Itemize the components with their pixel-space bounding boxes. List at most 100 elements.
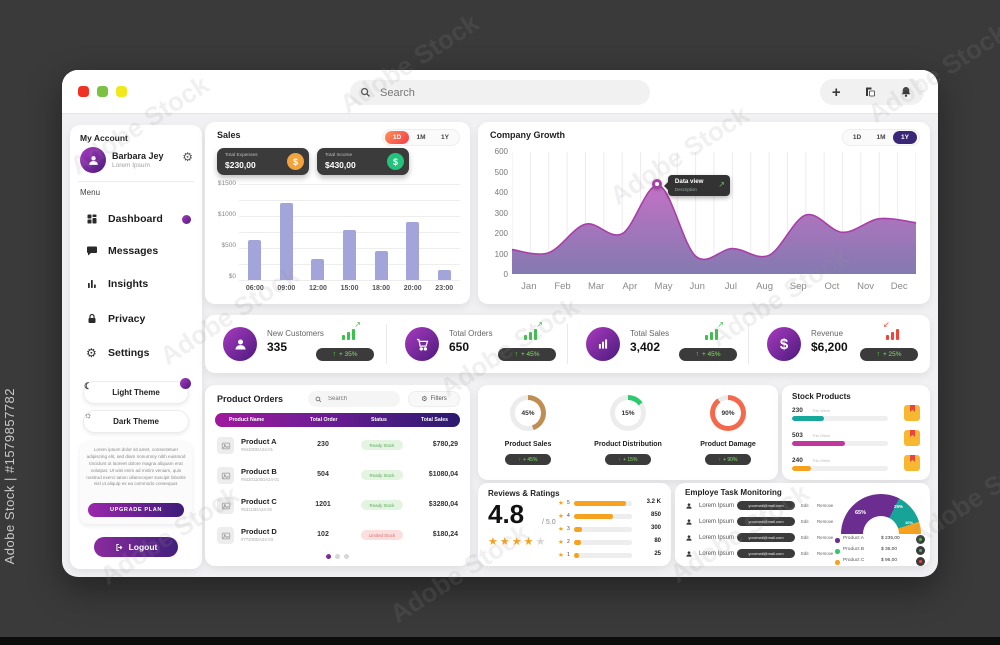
product-orders-card: Product Orders ⚙ Filters Product Name To… — [205, 385, 470, 566]
orders-search[interactable] — [308, 391, 400, 407]
legend-name: Product A — [843, 536, 864, 541]
upgrade-plan-button[interactable]: UPGRADE PLAN — [88, 503, 184, 517]
search-input[interactable] — [378, 85, 618, 100]
range-1m-button[interactable]: 1M — [416, 134, 426, 141]
tooltip-subtitle: Description — [674, 186, 697, 192]
donut-percentage: 15% — [615, 400, 641, 426]
gauge-segment-label: 10% — [905, 520, 914, 525]
stock-row: 240 This Week — [792, 455, 920, 479]
sidebar-item-label: Settings — [108, 347, 150, 359]
cart-icon — [405, 327, 439, 361]
range-1y-button[interactable]: 1Y — [893, 131, 917, 144]
dark-theme-toggle[interactable]: ☼ Dark Theme — [83, 410, 189, 433]
range-1m-button[interactable]: 1M — [876, 134, 886, 141]
remove-link[interactable]: Remove — [817, 535, 834, 540]
page-dot[interactable] — [326, 554, 331, 559]
table-row[interactable]: Product A #8420DDA24-01 230 Ready Stock … — [215, 432, 460, 460]
account-settings-gear-icon[interactable]: ⚙ — [182, 150, 193, 164]
rating-track — [574, 501, 632, 506]
x-tick-label: 23:00 — [435, 285, 454, 292]
y-tick-label: 400 — [494, 188, 508, 197]
sidebar-item-dashboard[interactable]: Dashboard — [70, 207, 202, 231]
income-label: Total Income — [325, 153, 353, 158]
y-tick-label: 200 — [494, 229, 508, 238]
close-window-dot[interactable] — [78, 86, 89, 97]
star-rating-row: ★★★★★ — [488, 536, 548, 548]
trend-bars-icon: ↙ — [883, 320, 904, 340]
rating-bar-row: ★ 1 25 — [558, 551, 661, 560]
legend-action-icon[interactable] — [916, 535, 925, 544]
employee-task-monitoring-card: Employe Task Monitoring Lorem Ipsum your… — [675, 483, 930, 566]
star-count: 2 — [567, 539, 570, 545]
lock-icon — [86, 313, 98, 325]
product-image-icon — [217, 527, 234, 544]
sidebar-item-messages[interactable]: Messages — [70, 239, 202, 263]
growth-area-chart — [512, 152, 916, 274]
menu-section-label: Menu — [80, 188, 101, 197]
sales-bar — [248, 240, 262, 280]
active-indicator-dot — [182, 214, 191, 224]
maximize-window-dot[interactable] — [116, 86, 127, 97]
edit-link[interactable]: Edit — [801, 519, 809, 524]
user-subtitle: Lorem Ipsum — [112, 162, 150, 169]
sales-bar — [406, 222, 420, 280]
chart-icon — [586, 327, 620, 361]
star-count: 1 — [567, 552, 570, 558]
page-dot[interactable] — [344, 554, 349, 559]
product-image-icon — [217, 497, 234, 514]
range-1y-button[interactable]: 1Y — [441, 134, 449, 141]
legend-row: Product A $ 235,00 — [835, 535, 925, 546]
rating-fill — [574, 501, 627, 506]
product-image-icon — [217, 437, 234, 454]
logout-button[interactable]: Logout — [94, 537, 178, 557]
legend-action-icon[interactable] — [916, 546, 925, 555]
sidebar-item-insights[interactable]: Insights — [70, 272, 202, 296]
rating-bar-row: ★ 5 3.2 K — [558, 499, 661, 508]
edit-link[interactable]: Edit — [801, 535, 809, 540]
remove-link[interactable]: Remove — [817, 519, 834, 524]
sales-bar — [279, 203, 293, 280]
x-tick-label: 09:00 — [277, 285, 296, 292]
stat-label: Total Orders — [449, 329, 493, 338]
search-icon — [360, 87, 371, 98]
edit-link[interactable]: Edit — [801, 551, 809, 556]
remove-link[interactable]: Remove — [817, 551, 834, 556]
light-theme-toggle[interactable]: ☾ Light Theme — [83, 378, 191, 404]
minimize-window-dot[interactable] — [97, 86, 108, 97]
table-row[interactable]: Product C #53110DA24-02 1201 Ready Stock… — [215, 492, 460, 520]
progress-fill — [792, 466, 812, 471]
stock-value: 503 — [792, 432, 803, 439]
add-icon[interactable]: + — [831, 83, 841, 101]
remove-link[interactable]: Remove — [817, 503, 834, 508]
edit-link[interactable]: Edit — [801, 503, 809, 508]
range-1d-button[interactable]: 1D — [852, 134, 862, 141]
range-1d-button[interactable]: 1D — [385, 131, 409, 144]
legend-row: Product C $ 96,00 — [835, 557, 925, 568]
x-tick-label: Sep — [789, 281, 807, 292]
employee-row: Lorem Ipsum yourmail@mail.com Edit Remov… — [685, 517, 834, 530]
page-dot[interactable] — [335, 554, 340, 559]
sidebar-item-settings[interactable]: ⚙ Settings — [70, 341, 202, 365]
table-row[interactable]: Product D #7720DDA24-03 102 Limited Stoc… — [215, 522, 460, 550]
x-tick-label: Oct — [824, 281, 840, 292]
stock-products-card: Stock Products 230 This Week 503 This We… — [782, 385, 930, 480]
bottom-black-bar — [0, 637, 1000, 645]
legend-row: Product B $ 36,00 — [835, 546, 925, 557]
table-row[interactable]: Product B #84201100DA24-01 504 Ready Sto… — [215, 462, 460, 490]
moon-icon: ☾ — [84, 381, 93, 391]
window-layout-icon[interactable] — [864, 86, 876, 98]
legend-action-icon[interactable] — [916, 557, 925, 566]
global-search[interactable] — [350, 80, 650, 105]
x-tick-label: Apr — [622, 281, 638, 292]
orders-search-input[interactable] — [326, 395, 392, 403]
legend-dot — [835, 560, 840, 565]
column-header: Total Order — [310, 417, 338, 423]
filters-button[interactable]: ⚙ Filters — [408, 391, 460, 407]
sales-x-axis: 06:00 09:00 12:00 15:00 18:00 20:00 23:00 — [239, 285, 460, 292]
employee-row: Lorem Ipsum yourmail@mail.com Edit Remov… — [685, 533, 834, 546]
y-tick-label: $500 — [221, 242, 236, 249]
notifications-bell-icon[interactable] — [900, 86, 912, 98]
x-tick-label: Dec — [890, 281, 908, 292]
sidebar-item-privacy[interactable]: Privacy — [70, 307, 202, 331]
trend-bars-icon: ↗ — [703, 320, 724, 340]
